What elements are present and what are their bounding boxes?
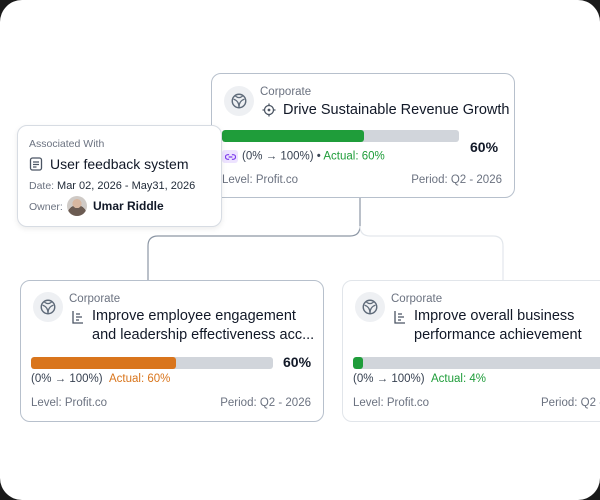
- period-text: Period: Q2 - 2026: [411, 174, 502, 186]
- progress-percent: 60%: [470, 139, 499, 155]
- period-text: Period: Q2 - 2026: [220, 397, 311, 409]
- progress-bar-fill: [31, 357, 177, 369]
- objective-title[interactable]: Drive Sustainable Revenue Growth: [283, 102, 510, 118]
- progress-bar: [222, 130, 459, 142]
- key-result-title-line2[interactable]: and leadership effectiveness acc...: [92, 327, 315, 343]
- key-result-icon: [72, 311, 83, 324]
- actual-value: Actual: 4%: [430, 373, 486, 385]
- period-text: Period: Q2 - 2: [541, 397, 600, 409]
- progress-range-text: (0% → 100%): [31, 373, 103, 385]
- level-text: Level: Profit.co: [31, 397, 108, 409]
- actual-value: Actual: 60%: [323, 150, 385, 163]
- owner-label: Owner:: [29, 201, 63, 213]
- objective-card-top[interactable]: Corporate Drive Sustainable Revenue Grow…: [211, 73, 515, 198]
- key-result-category: Corporate: [391, 293, 443, 305]
- key-result-category: Corporate: [69, 293, 121, 305]
- key-result-title-line1[interactable]: Improve employee engagement: [92, 308, 296, 324]
- date-label: Date:: [29, 180, 55, 192]
- progress-bar: [31, 357, 273, 369]
- progress-range: (0% → 100%) Actual: 60%: [31, 373, 170, 385]
- level-text: Level: Profit.co: [222, 174, 299, 186]
- org-emblem-icon: [33, 292, 63, 322]
- associated-title[interactable]: User feedback system: [50, 156, 189, 172]
- actual-value: Actual: 60%: [108, 373, 171, 385]
- key-result-icon: [394, 311, 405, 324]
- org-emblem-icon: [355, 292, 385, 322]
- progress-range-text: (0% → 100%): [353, 373, 425, 385]
- key-result-card-right[interactable]: Corporate Improve overall business perfo…: [342, 280, 600, 422]
- key-result-card-left[interactable]: Corporate Improve employee engagement an…: [20, 280, 324, 422]
- owner-avatar: [67, 196, 87, 216]
- owner-name[interactable]: Umar Riddle: [93, 199, 164, 213]
- progress-bar-fill: [353, 357, 364, 369]
- progress-range-text: (0% → 100%): [242, 150, 314, 163]
- progress-percent: 60%: [283, 354, 312, 370]
- progress-bar-fill: [222, 130, 365, 142]
- associated-heading: Associated With: [29, 138, 105, 150]
- date-value: Mar 02, 2026 - May31, 2026: [57, 180, 196, 192]
- progress-range: (0% → 100%) • Actual: 60%: [222, 150, 385, 163]
- org-emblem-icon: [224, 86, 254, 116]
- objective-category: Corporate: [260, 86, 312, 98]
- progress-bar: [353, 357, 600, 369]
- connector-top-to-children: [147, 198, 361, 280]
- key-result-title-line1[interactable]: Improve overall business: [414, 308, 575, 324]
- target-icon: [262, 103, 276, 117]
- associated-date: Date: Mar 02, 2026 - May31, 2026: [29, 180, 195, 192]
- level-text: Level: Profit.co: [353, 397, 430, 409]
- associated-with-popover: Associated With User feedback system Dat…: [17, 125, 222, 227]
- document-icon: [29, 157, 43, 171]
- key-result-title-line2[interactable]: performance achievement: [414, 327, 582, 343]
- actual-separator: •: [313, 150, 324, 163]
- link-icon[interactable]: [222, 150, 238, 163]
- connector-to-right-child: [359, 225, 504, 280]
- progress-range: (0% → 100%) Actual: 4%: [353, 373, 486, 385]
